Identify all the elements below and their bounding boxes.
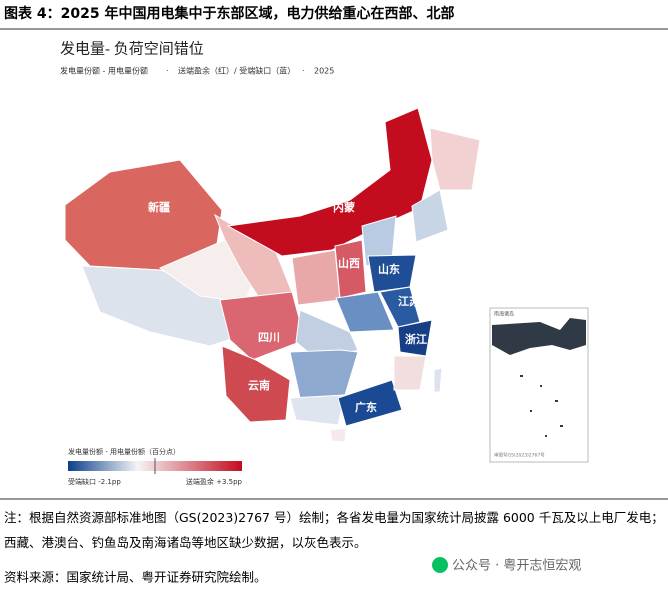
province-label: 云南 (248, 378, 270, 392)
note-box: 注：根据自然资源部标准地图（GS(2023)2767 号）绘制；各省发电量为国家… (4, 510, 664, 550)
map (64, 107, 481, 443)
province-label: 山东 (378, 262, 400, 276)
inset-code: 审图号GS(2023)2767号 (494, 452, 545, 459)
subtitle: · (166, 67, 169, 76)
province-label: 内蒙 (333, 200, 355, 214)
wechat-icon (432, 557, 448, 573)
region (411, 189, 449, 243)
region (226, 107, 433, 257)
legend-low: 受端缺口 -2.1pp (68, 477, 121, 486)
legend-high: 送端盈余 +3.5pp (186, 477, 243, 486)
inset-map (492, 318, 586, 355)
province-label: 江苏 (398, 294, 420, 308)
islands (520, 375, 563, 437)
region (221, 345, 291, 423)
region (334, 239, 367, 299)
source: 资料来源：国家统计局、粤开证券研究院绘制。 (4, 570, 267, 585)
region (289, 394, 346, 426)
region (337, 379, 403, 427)
region (289, 349, 359, 399)
legend-title: 发电量份额 - 用电量份额（百分点） (68, 447, 180, 456)
figure-title: 图表 4：2025 年中国用电集中于东部区域，电力供给重心在西部、北部 (4, 5, 454, 22)
map-title: 发电量- 负荷空间错位 (60, 40, 204, 57)
region (429, 127, 481, 191)
subtitle: 发电量份额 - 用电量份额 (60, 66, 148, 76)
province-label: 广东 (355, 400, 377, 414)
province-label: 山西 (338, 256, 360, 270)
province-label: 新疆 (148, 200, 170, 214)
inset-title: 南海诸岛 (494, 311, 514, 318)
region (291, 249, 341, 306)
note: 注：根据自然资源部标准地图（GS(2023)2767 号）绘制；各省发电量为国家… (4, 510, 664, 550)
subtitle: · (302, 67, 305, 76)
region (329, 427, 347, 443)
watermark: 公众号 · 粤开志恒宏观 (452, 558, 581, 574)
region (433, 367, 443, 393)
subtitle: 2025 (314, 67, 334, 76)
region (335, 291, 395, 333)
subtitle: 送端盈余（红）/ 受端缺口（蓝） (178, 66, 295, 76)
province-label: 四川 (258, 331, 280, 344)
region (393, 355, 427, 391)
province-label: 浙江 (405, 332, 427, 346)
region (219, 291, 306, 361)
